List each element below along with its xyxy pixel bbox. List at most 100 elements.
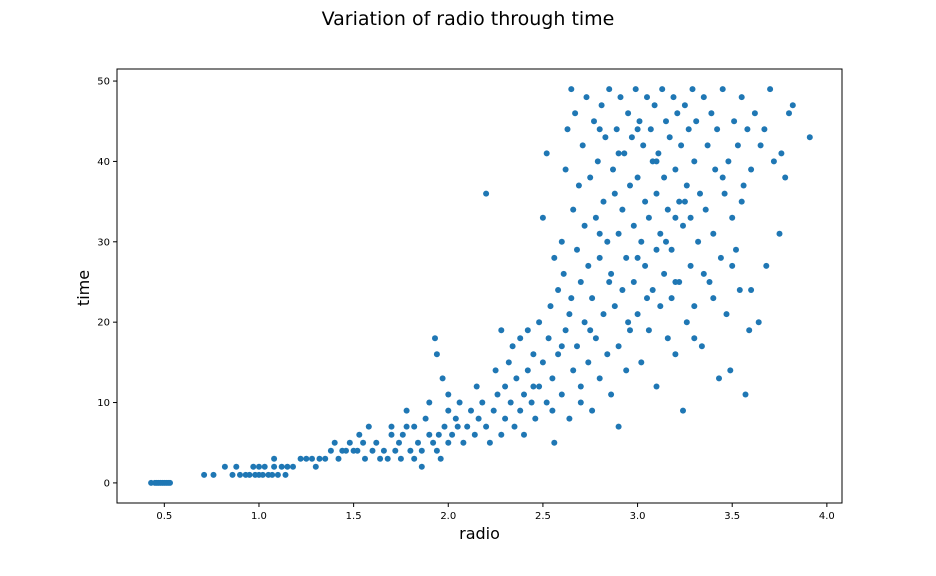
data-point — [708, 110, 715, 117]
data-point — [354, 447, 361, 454]
data-point — [524, 367, 531, 374]
data-point — [536, 319, 543, 326]
data-point — [706, 279, 713, 285]
x-axis-ticks: 0.5 1.0 1.5 2.0 2.5 3.0 3.5 4.0 — [156, 503, 835, 522]
data-point — [763, 262, 770, 269]
data-point — [651, 102, 658, 109]
data-point — [680, 407, 686, 414]
data-point — [608, 270, 615, 277]
data-point — [649, 287, 656, 293]
data-point — [642, 262, 649, 269]
data-point — [683, 319, 690, 326]
data-point — [742, 391, 749, 398]
data-point — [539, 359, 546, 366]
x-tick-label: 3.5 — [724, 511, 740, 522]
data-point — [738, 198, 745, 205]
data-point — [536, 383, 543, 390]
data-point — [445, 439, 452, 446]
data-point — [594, 158, 601, 165]
data-point — [610, 166, 616, 173]
data-point — [309, 455, 315, 462]
data-point — [509, 343, 516, 350]
data-point — [441, 423, 448, 430]
data-point — [719, 86, 726, 93]
y-tick-label: 30 — [97, 237, 110, 248]
data-point — [430, 439, 437, 446]
data-point — [551, 254, 558, 261]
data-point — [786, 110, 792, 117]
data-point — [634, 254, 641, 261]
y-axis-label: time — [74, 270, 93, 306]
data-point — [751, 110, 758, 117]
plot-area — [116, 68, 843, 504]
data-point — [653, 383, 660, 390]
data-point — [606, 86, 613, 93]
data-point — [452, 415, 459, 422]
data-point — [587, 174, 594, 181]
data-point — [360, 439, 367, 446]
data-point — [644, 295, 650, 302]
data-point — [388, 423, 395, 430]
x-tick-label: 1.5 — [346, 511, 362, 522]
data-point — [591, 118, 597, 125]
data-point — [282, 471, 289, 478]
data-point — [528, 399, 535, 406]
x-tick-label: 1.0 — [251, 511, 267, 522]
data-point — [625, 110, 632, 117]
data-point — [596, 230, 603, 237]
data-point — [685, 126, 692, 133]
data-point — [661, 174, 668, 181]
data-point — [672, 351, 679, 358]
data-point — [558, 343, 565, 350]
data-point — [700, 270, 707, 277]
data-point — [256, 463, 262, 470]
data-point — [468, 407, 474, 414]
data-point — [547, 303, 554, 310]
data-point — [782, 174, 789, 181]
data-point — [693, 118, 700, 125]
data-point — [392, 447, 399, 454]
data-point — [725, 158, 732, 165]
data-point — [721, 190, 728, 197]
data-point — [674, 110, 681, 117]
data-point — [581, 222, 588, 229]
data-point — [664, 206, 671, 213]
data-point — [653, 190, 660, 197]
data-point — [734, 142, 741, 149]
data-point — [502, 383, 509, 390]
data-point — [356, 431, 363, 438]
data-point — [490, 407, 497, 414]
data-point — [532, 415, 539, 422]
data-point — [653, 158, 660, 165]
data-point — [710, 295, 717, 302]
data-point — [271, 455, 278, 462]
data-point — [475, 415, 482, 422]
data-point — [346, 439, 353, 446]
data-point — [630, 279, 637, 285]
data-point — [716, 375, 722, 382]
data-point — [632, 86, 639, 93]
data-point — [201, 471, 208, 478]
y-tick-label: 0 — [104, 478, 110, 489]
data-point — [767, 86, 774, 93]
data-point — [627, 327, 633, 334]
data-point — [530, 351, 537, 358]
data-point — [606, 279, 613, 285]
data-point — [672, 214, 679, 221]
data-point — [575, 182, 582, 189]
data-point — [558, 238, 565, 245]
data-point — [560, 270, 567, 277]
data-point — [494, 391, 501, 398]
data-point — [645, 327, 652, 334]
y-tick-label: 20 — [97, 318, 110, 329]
data-point — [638, 359, 645, 366]
data-point — [583, 94, 590, 101]
data-point — [619, 287, 626, 293]
data-point — [689, 86, 696, 93]
chart-title: Variation of radio through time — [321, 8, 615, 30]
data-point — [502, 415, 509, 422]
data-point — [221, 463, 228, 470]
data-point — [702, 206, 709, 213]
data-point — [723, 311, 730, 318]
data-point — [666, 134, 673, 141]
